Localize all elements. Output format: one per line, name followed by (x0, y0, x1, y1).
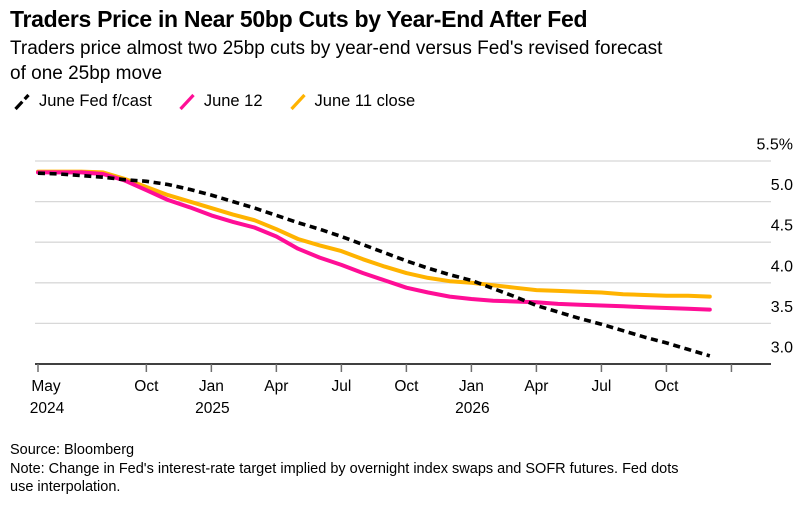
chart-legend: June Fed f/cast June 12 June 11 close (13, 92, 415, 111)
legend-slash-icon (289, 93, 306, 110)
x-axis-year-label: 2025 (195, 400, 229, 417)
legend-item-june-fed-f-cast: June Fed f/cast (13, 92, 152, 111)
x-axis-month-label: Oct (654, 378, 679, 395)
legend-slash-icon (179, 93, 195, 110)
x-axis-month-label: Apr (524, 378, 548, 395)
legend-label: June 11 close (314, 92, 416, 110)
y-axis-label: 4.0 (771, 258, 793, 275)
x-axis-month-label: Jul (592, 378, 612, 395)
x-axis-year-label: 2026 (455, 400, 489, 417)
y-axis-label: 4.5 (771, 218, 793, 235)
y-axis-label: 3.0 (771, 340, 793, 357)
line-chart: 5.5% 5.0 4.5 4.0 3.5 3.0 May 2024 Oct Jan 2025 Apr J… (30, 137, 793, 418)
y-axis-label: 5.5% (757, 137, 793, 154)
text-line: use interpolation. (10, 479, 121, 495)
chart-footer: Source: Bloomberg Note: Change in Fed's … (10, 441, 798, 497)
legend-item-june-11-close: June 11 close (289, 92, 416, 111)
series-line-june-11-close (36, 169, 712, 299)
x-axis-month-label: Jan (459, 378, 484, 395)
text-line: of one 25bp move (10, 63, 163, 84)
x-axis-month-label: Jul (331, 378, 351, 395)
source-label: Source: Bloomberg (10, 442, 135, 458)
y-axis-label: 3.5 (771, 299, 793, 316)
chart-subtitle: Traders price almost two 25bp cuts by ye… (10, 36, 792, 86)
x-axis-month-label: Jan (199, 378, 224, 395)
text-line: Traders price almost two 25bp cuts by ye… (10, 38, 663, 59)
x-axis-month-label: Oct (394, 378, 419, 395)
footnote: Note: Change in Fed's interest-rate targ… (10, 460, 798, 497)
legend-item-june-12: June 12 (178, 92, 263, 111)
legend-label: June Fed f/cast (39, 92, 152, 110)
x-axis-month-label: May (31, 378, 61, 395)
page-title: Traders Price in Near 50bp Cuts by Year-… (10, 6, 588, 32)
text-line: Note: Change in Fed's interest-rate targ… (10, 460, 679, 477)
x-axis-month-label: Oct (134, 378, 159, 395)
series-line-june-12 (36, 170, 712, 312)
legend-label: June 12 (203, 92, 263, 110)
series-line-june-fed-f-cast (37, 171, 711, 358)
x-axis-year-label: 2024 (30, 400, 65, 417)
x-axis-month-label: Apr (264, 378, 288, 395)
legend-slash-icon (14, 93, 30, 110)
y-axis-label: 5.0 (771, 177, 793, 194)
